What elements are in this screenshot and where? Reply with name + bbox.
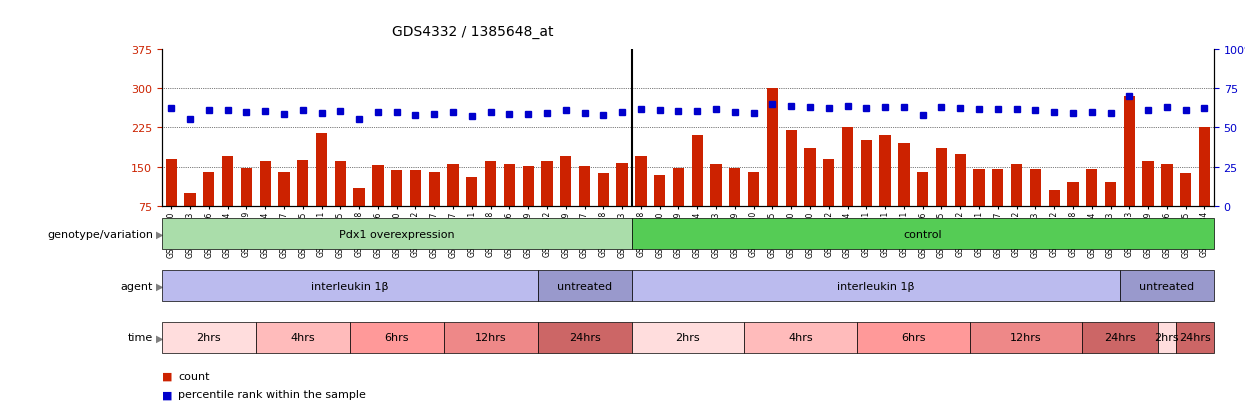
Bar bbox=[391, 171, 402, 206]
Bar bbox=[992, 170, 1003, 206]
Text: 6hrs: 6hrs bbox=[901, 332, 925, 343]
Bar bbox=[767, 89, 778, 206]
Bar bbox=[936, 149, 947, 206]
Bar bbox=[222, 157, 233, 206]
Bar bbox=[635, 157, 646, 206]
Bar bbox=[616, 164, 627, 206]
Bar bbox=[1011, 165, 1022, 206]
Bar bbox=[748, 173, 759, 206]
Bar bbox=[372, 166, 383, 206]
Bar bbox=[692, 136, 703, 206]
Text: ▶: ▶ bbox=[156, 229, 163, 240]
Bar bbox=[598, 173, 609, 206]
Text: 4hrs: 4hrs bbox=[290, 332, 315, 343]
Bar bbox=[672, 169, 684, 206]
Bar bbox=[1180, 173, 1191, 206]
Bar bbox=[711, 165, 722, 206]
Bar bbox=[354, 188, 365, 206]
Text: untreated: untreated bbox=[557, 281, 613, 291]
Bar bbox=[730, 169, 741, 206]
Text: interleukin 1β: interleukin 1β bbox=[837, 281, 915, 291]
Bar bbox=[1143, 162, 1154, 206]
Bar bbox=[428, 173, 439, 206]
Bar bbox=[259, 162, 271, 206]
Text: 4hrs: 4hrs bbox=[788, 332, 813, 343]
Text: percentile rank within the sample: percentile rank within the sample bbox=[178, 389, 366, 399]
Bar bbox=[203, 173, 214, 206]
Bar bbox=[842, 128, 853, 206]
Text: untreated: untreated bbox=[1139, 281, 1194, 291]
Bar bbox=[279, 173, 290, 206]
Text: GDS4332 / 1385648_at: GDS4332 / 1385648_at bbox=[392, 25, 554, 39]
Text: 24hrs: 24hrs bbox=[569, 332, 600, 343]
Bar bbox=[316, 133, 327, 206]
Bar bbox=[804, 149, 815, 206]
Bar bbox=[579, 166, 590, 206]
Bar bbox=[823, 159, 834, 206]
Text: interleukin 1β: interleukin 1β bbox=[311, 281, 388, 291]
Bar bbox=[523, 166, 534, 206]
Bar bbox=[860, 141, 872, 206]
Bar bbox=[184, 193, 195, 206]
Text: 2hrs: 2hrs bbox=[676, 332, 700, 343]
Text: count: count bbox=[178, 371, 209, 381]
Bar bbox=[504, 165, 515, 206]
Bar bbox=[335, 162, 346, 206]
Bar bbox=[466, 178, 478, 206]
Bar bbox=[654, 175, 665, 206]
Bar bbox=[298, 161, 309, 206]
Text: 2hrs: 2hrs bbox=[197, 332, 222, 343]
Bar bbox=[1048, 191, 1059, 206]
Text: 6hrs: 6hrs bbox=[385, 332, 408, 343]
Bar bbox=[1124, 97, 1135, 206]
Bar bbox=[918, 173, 929, 206]
Bar bbox=[899, 144, 910, 206]
Bar bbox=[560, 157, 571, 206]
Text: 2hrs: 2hrs bbox=[1154, 332, 1179, 343]
Bar bbox=[955, 154, 966, 206]
Text: ▶: ▶ bbox=[156, 332, 163, 343]
Bar bbox=[486, 162, 497, 206]
Bar bbox=[786, 131, 797, 206]
Text: control: control bbox=[904, 229, 942, 240]
Bar bbox=[240, 169, 251, 206]
Bar bbox=[1030, 170, 1041, 206]
Bar bbox=[447, 165, 458, 206]
Text: agent: agent bbox=[121, 281, 153, 291]
Bar bbox=[1067, 183, 1078, 206]
Text: 24hrs: 24hrs bbox=[1179, 332, 1211, 343]
Text: ■: ■ bbox=[162, 389, 172, 399]
Bar bbox=[166, 159, 177, 206]
Bar bbox=[879, 136, 890, 206]
Text: 12hrs: 12hrs bbox=[1010, 332, 1042, 343]
Bar bbox=[542, 162, 553, 206]
Bar bbox=[1162, 165, 1173, 206]
Text: ▶: ▶ bbox=[156, 281, 163, 291]
Bar bbox=[1086, 170, 1097, 206]
Text: time: time bbox=[128, 332, 153, 343]
Bar bbox=[410, 171, 421, 206]
Bar bbox=[974, 170, 985, 206]
Text: Pdx1 overexpression: Pdx1 overexpression bbox=[339, 229, 454, 240]
Bar bbox=[1199, 128, 1210, 206]
Text: 12hrs: 12hrs bbox=[474, 332, 507, 343]
Text: ■: ■ bbox=[162, 371, 172, 381]
Text: genotype/variation: genotype/variation bbox=[47, 229, 153, 240]
Bar bbox=[1104, 183, 1117, 206]
Text: 24hrs: 24hrs bbox=[1104, 332, 1135, 343]
